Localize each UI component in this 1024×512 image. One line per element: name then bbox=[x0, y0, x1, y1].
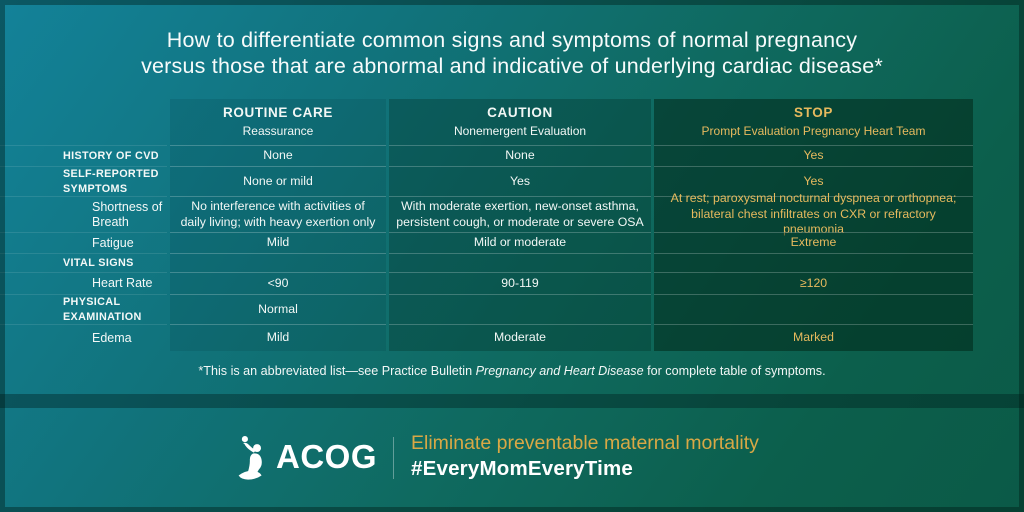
table-cell bbox=[170, 253, 386, 272]
footnote-prefix: *This is an abbreviated list—see Practic… bbox=[198, 364, 476, 378]
table-cell: None bbox=[170, 145, 386, 166]
row-label-heart-rate: Heart Rate bbox=[0, 272, 167, 294]
table-cell: Yes bbox=[654, 145, 973, 166]
column-title: CAUTION bbox=[487, 105, 553, 121]
column-header-routine-care: ROUTINE CARE Reassurance bbox=[170, 99, 386, 145]
row-label-shortness-of-breath: Shortness of Breath bbox=[0, 196, 167, 232]
row-label-history-of-cvd: HISTORY OF CVD bbox=[0, 145, 167, 166]
table-cell: Mild bbox=[170, 324, 386, 351]
row-label-self-reported-symptoms: SELF-REPORTED SYMPTOMS bbox=[0, 166, 167, 196]
table-cell bbox=[389, 294, 651, 324]
page-title-line1: How to differentiate common signs and sy… bbox=[166, 28, 858, 52]
footnote-suffix: for complete table of symptoms. bbox=[643, 364, 826, 378]
table-cell: None or mild bbox=[170, 166, 386, 196]
table-cell: Extreme bbox=[654, 232, 973, 253]
column-title: STOP bbox=[794, 105, 833, 121]
footnote-publication-title: Pregnancy and Heart Disease bbox=[475, 364, 644, 378]
table-cell: Normal bbox=[170, 294, 386, 324]
column-header-caution: CAUTION Nonemergent Evaluation bbox=[389, 99, 651, 145]
column-title: ROUTINE CARE bbox=[223, 105, 333, 121]
table-cell: None bbox=[389, 145, 651, 166]
table-corner-spacer bbox=[0, 99, 167, 145]
row-label-fatigue: Fatigue bbox=[0, 232, 167, 253]
page-title: How to differentiate common signs and sy… bbox=[0, 27, 1024, 79]
table-cell: Mild or moderate bbox=[389, 232, 651, 253]
table-cell: At rest; paroxysmal nocturnal dyspnea or… bbox=[654, 191, 973, 236]
page-title-line2: versus those that are abnormal and indic… bbox=[141, 54, 883, 78]
table-cell: No interference with activities of daily… bbox=[170, 196, 386, 232]
acog-wordmark: ACOG bbox=[276, 438, 377, 475]
footer-tagline: Eliminate preventable maternal mortality bbox=[411, 432, 759, 454]
table-cell: Marked bbox=[654, 324, 973, 351]
table-cell: Mild bbox=[170, 232, 386, 253]
row-label-vital-signs: VITAL SIGNS bbox=[0, 253, 167, 272]
table-cell: 90-119 bbox=[389, 272, 651, 294]
row-label-physical-examination: PHYSICAL EXAMINATION bbox=[0, 294, 167, 324]
symptoms-table: ROUTINE CARE Reassurance CAUTION Nonemer… bbox=[0, 99, 973, 351]
footnote: *This is an abbreviated list—see Practic… bbox=[0, 364, 1024, 378]
divider-band bbox=[0, 394, 1024, 408]
table-cell: Yes bbox=[389, 166, 651, 196]
table-cell: ≥120 bbox=[654, 272, 973, 294]
table-cell bbox=[654, 253, 973, 272]
table-cell bbox=[389, 253, 651, 272]
footer-divider bbox=[393, 437, 394, 479]
acog-emblem-icon bbox=[238, 436, 262, 480]
column-subtitle: Prompt Evaluation Pregnancy Heart Team bbox=[701, 123, 926, 138]
row-label-edema: Edema bbox=[0, 324, 167, 351]
column-subtitle: Nonemergent Evaluation bbox=[453, 123, 587, 138]
table-cell: With moderate exertion, new-onset asthma… bbox=[389, 196, 651, 232]
footer-hashtag: #EveryMomEveryTime bbox=[411, 457, 634, 480]
table-cell: Yes bbox=[654, 166, 973, 196]
table-cell: Moderate bbox=[389, 324, 651, 351]
column-subtitle: Reassurance bbox=[242, 123, 314, 138]
column-header-stop: STOP Prompt Evaluation Pregnancy Heart T… bbox=[654, 99, 973, 145]
table-cell bbox=[654, 294, 973, 324]
table-cell: <90 bbox=[170, 272, 386, 294]
